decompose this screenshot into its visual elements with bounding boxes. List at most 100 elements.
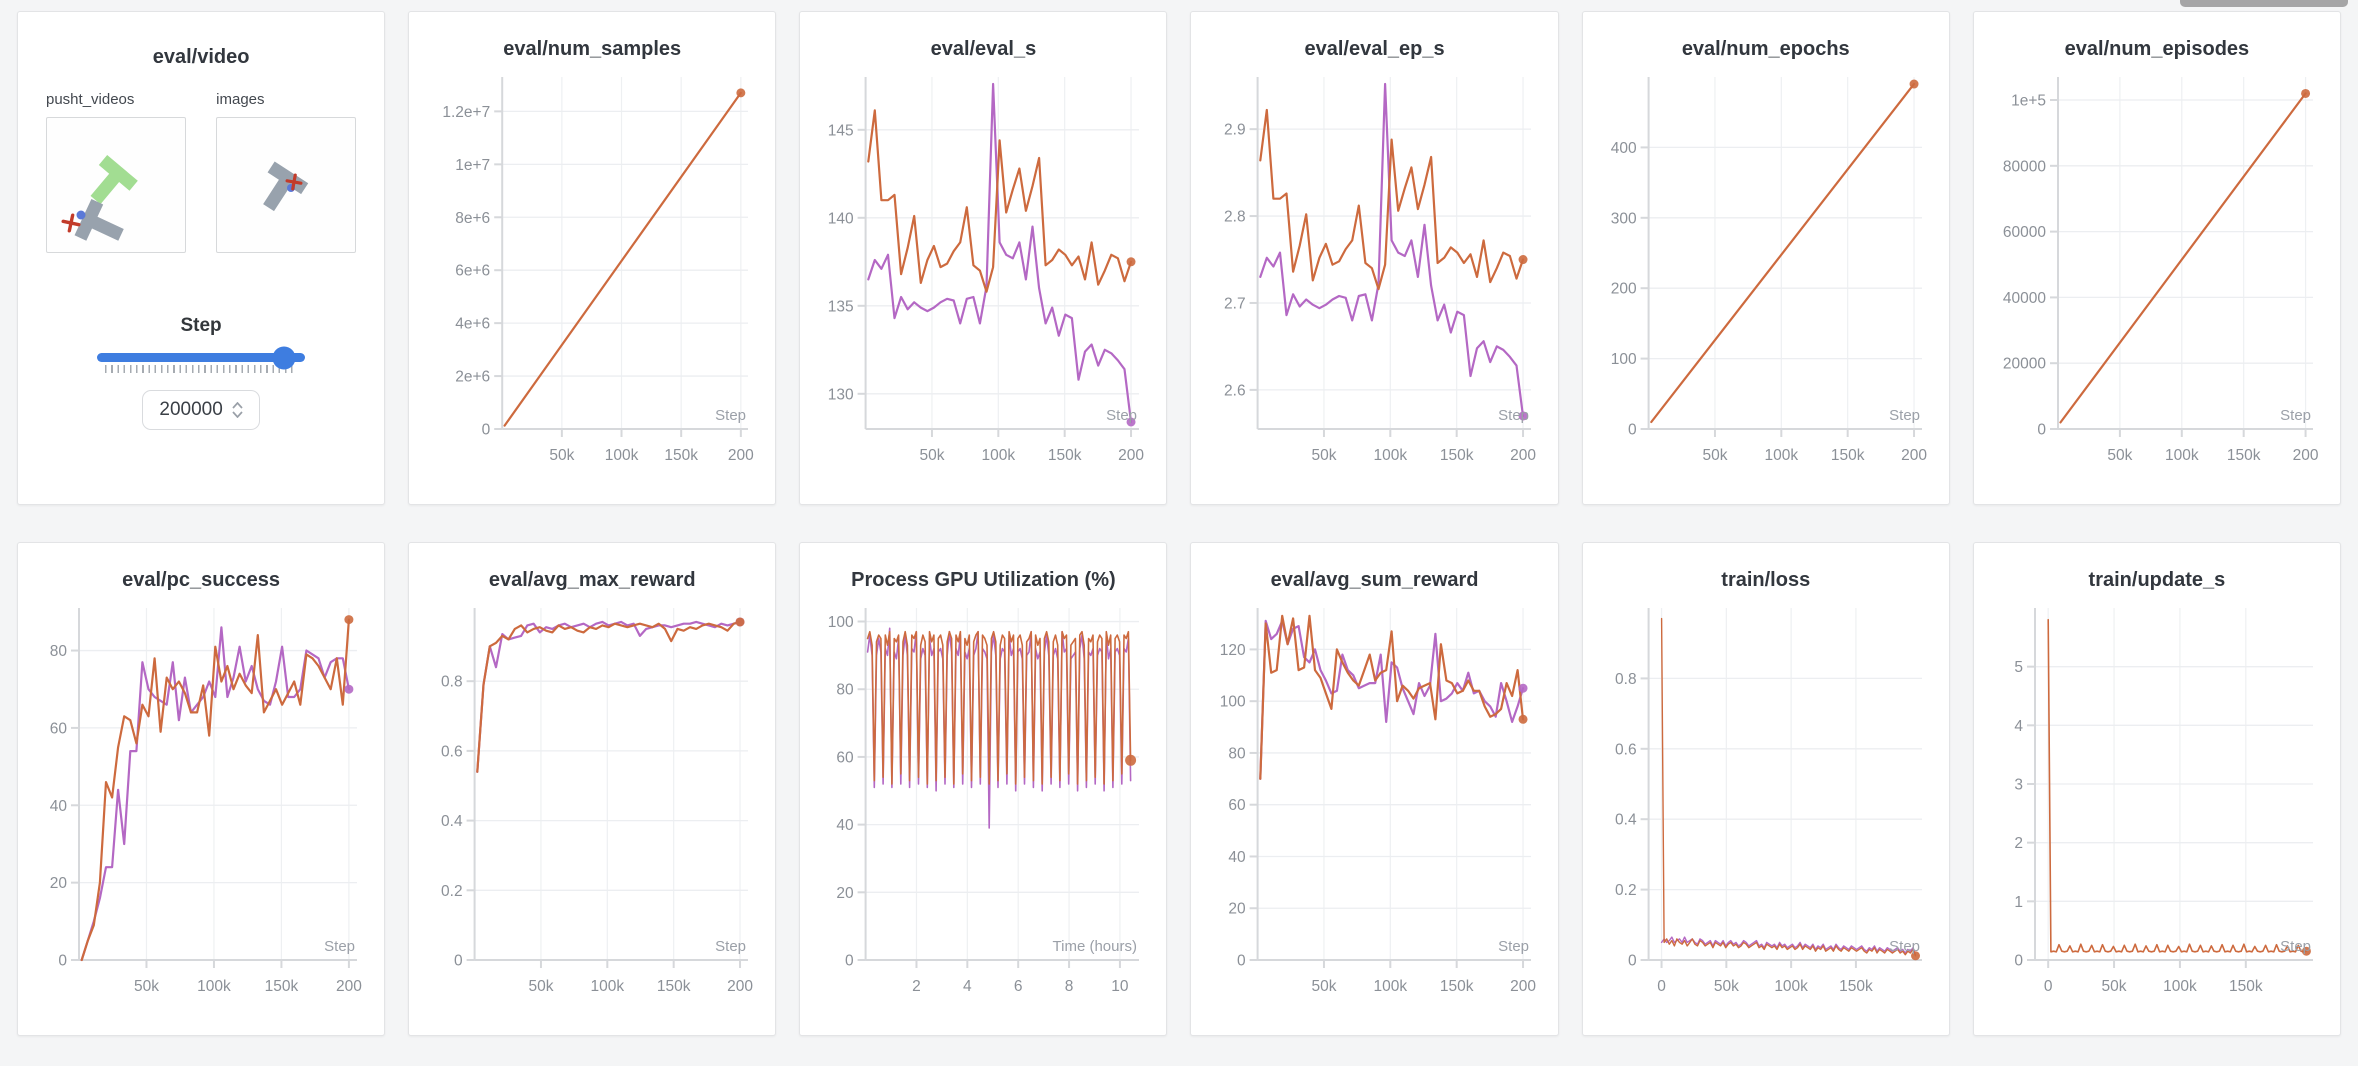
svg-text:50k: 50k <box>134 978 159 995</box>
chart-canvas-eval-eval-ep-s[interactable]: 2.6 2.7 2.8 2.9 50k 100k 150k 200 Step <box>1203 65 1547 479</box>
goal-cross-icon <box>61 213 81 233</box>
svg-text:200: 200 <box>1610 281 1636 298</box>
svg-text:135: 135 <box>828 298 854 315</box>
svg-text:120: 120 <box>1219 642 1245 659</box>
svg-text:0: 0 <box>482 422 491 439</box>
svg-text:0.4: 0.4 <box>441 813 463 830</box>
svg-text:0: 0 <box>2037 422 2046 439</box>
svg-text:1e+7: 1e+7 <box>456 157 491 174</box>
video-thumbnail-pusht-videos[interactable] <box>46 117 186 253</box>
step-value-input[interactable]: 200000 <box>142 390 261 430</box>
svg-text:200: 200 <box>728 447 754 464</box>
svg-text:140: 140 <box>828 210 854 227</box>
svg-text:200: 200 <box>2293 447 2319 464</box>
svg-text:50k: 50k <box>529 978 554 995</box>
svg-text:0.6: 0.6 <box>441 743 463 760</box>
chart-canvas-process-gpu-utilization[interactable]: 0 20 40 60 80 100 2 4 6 8 10 Time (hours) <box>811 596 1155 1010</box>
svg-text:150k: 150k <box>2227 447 2261 464</box>
chart-title: eval/eval_ep_s <box>1304 38 1445 60</box>
svg-text:200: 200 <box>1510 447 1536 464</box>
svg-text:60: 60 <box>1228 797 1246 814</box>
svg-text:50k: 50k <box>1714 978 1739 995</box>
svg-text:10: 10 <box>1112 978 1130 995</box>
svg-text:Step: Step <box>715 938 746 955</box>
svg-text:100: 100 <box>828 614 854 631</box>
chart-canvas-train-update-s[interactable]: 0 1 2 3 4 5 0 50k 100k 150k Step <box>1985 596 2329 1010</box>
video-thumbnail-images[interactable] <box>216 117 357 253</box>
svg-text:100k: 100k <box>1764 447 1798 464</box>
video-thumbnails: pusht_videos images <box>18 91 384 253</box>
svg-text:6e+6: 6e+6 <box>456 263 491 280</box>
svg-text:80: 80 <box>837 682 855 699</box>
svg-text:Step: Step <box>2280 407 2311 424</box>
svg-text:150k: 150k <box>1839 978 1873 995</box>
svg-text:20: 20 <box>837 885 855 902</box>
scrollbar-horizontal[interactable] <box>2180 0 2348 7</box>
svg-text:Step: Step <box>1498 938 1529 955</box>
panel-train-loss: train/loss 0 0.2 0.4 0.6 0.8 0 50k 100k 150k Step <box>1581 542 1950 1036</box>
video-label-pusht-videos: pusht_videos <box>46 91 135 108</box>
svg-text:60000: 60000 <box>2003 224 2046 241</box>
svg-text:2.7: 2.7 <box>1224 295 1246 312</box>
svg-text:100k: 100k <box>605 447 639 464</box>
svg-text:200: 200 <box>1510 978 1536 995</box>
chart-canvas-eval-num-epochs[interactable]: 0 100 200 300 400 50k 100k 150k 200 Step <box>1594 65 1938 479</box>
svg-text:2.9: 2.9 <box>1224 122 1246 139</box>
svg-text:Time (hours): Time (hours) <box>1053 938 1137 955</box>
svg-text:50k: 50k <box>2107 447 2132 464</box>
panel-eval-num-episodes: eval/num_episodes 0 20000 40000 60000 80000 1… <box>1972 11 2341 505</box>
chart-canvas-eval-avg-max-reward[interactable]: 0 0.2 0.4 0.6 0.8 50k 100k 150k 200 Step <box>420 596 764 1010</box>
step-slider[interactable] <box>18 346 384 373</box>
svg-text:Step: Step <box>1107 407 1138 424</box>
svg-text:6: 6 <box>1014 978 1023 995</box>
svg-text:100k: 100k <box>2163 978 2197 995</box>
svg-text:150k: 150k <box>665 447 699 464</box>
svg-text:Step: Step <box>1889 407 1920 424</box>
svg-text:50k: 50k <box>920 447 945 464</box>
svg-text:2.6: 2.6 <box>1224 382 1246 399</box>
svg-text:0.6: 0.6 <box>1615 741 1637 758</box>
chart-canvas-train-loss[interactable]: 0 0.2 0.4 0.6 0.8 0 50k 100k 150k Step <box>1594 596 1938 1010</box>
slider-track[interactable] <box>97 346 306 369</box>
svg-text:4: 4 <box>963 978 972 995</box>
chart-title: eval/num_samples <box>503 38 682 60</box>
svg-text:Step: Step <box>1498 407 1529 424</box>
pusht-scene-image <box>61 155 138 241</box>
pusht-block-t-shape <box>263 161 309 212</box>
svg-text:5: 5 <box>2014 659 2023 676</box>
chart-title: Process GPU Utilization (%) <box>851 569 1116 591</box>
chevron-down-icon[interactable] <box>232 411 243 418</box>
svg-text:200: 200 <box>1901 447 1927 464</box>
svg-text:200: 200 <box>336 978 362 995</box>
svg-text:0.8: 0.8 <box>441 674 463 691</box>
step-value: 200000 <box>159 399 223 420</box>
slider-thumb[interactable] <box>272 346 296 369</box>
panel-process-gpu-utilization: Process GPU Utilization (%) 0 20 40 60 80 100… <box>799 542 1168 1036</box>
svg-text:2: 2 <box>2014 835 2023 852</box>
svg-text:200: 200 <box>727 978 753 995</box>
chart-canvas-eval-pc-success[interactable]: 0 20 40 60 80 50k 100k 150k 200 Step <box>29 596 373 1010</box>
chart-canvas-eval-num-episodes[interactable]: 0 20000 40000 60000 80000 1e+5 50k 100k 150k 200 S… <box>1985 65 2329 479</box>
chart-canvas-eval-eval-s[interactable]: 130 135 140 145 50k 100k 150k 200 Step <box>811 65 1155 479</box>
stepper-buttons[interactable] <box>232 402 243 418</box>
svg-text:4: 4 <box>2014 718 2023 735</box>
chevron-up-icon[interactable] <box>232 402 243 409</box>
chart-canvas-eval-num-samples[interactable]: 0 2e+6 4e+6 6e+6 8e+6 1e+7 1.2e+7 50k 100k 150k 20… <box>420 65 764 479</box>
chart-canvas-eval-avg-sum-reward[interactable]: 0 20 40 60 80 100 120 50k 100k 150k 200 Step <box>1203 596 1547 1010</box>
svg-text:0.2: 0.2 <box>1615 882 1637 899</box>
svg-text:50k: 50k <box>550 447 575 464</box>
svg-text:200: 200 <box>1119 447 1145 464</box>
svg-text:0.4: 0.4 <box>1615 812 1637 829</box>
panel-title: eval/video <box>152 46 250 68</box>
goal-cross-icon <box>285 173 303 191</box>
panel-eval-avg-sum-reward: eval/avg_sum_reward 0 20 40 60 80 100 120 50k 10… <box>1190 542 1559 1036</box>
svg-text:0: 0 <box>2014 953 2023 970</box>
svg-text:50k: 50k <box>1311 978 1336 995</box>
panel-eval-pc-success: eval/pc_success 0 20 40 60 80 50k 100k 150k 200 S… <box>17 542 386 1036</box>
svg-text:20: 20 <box>1228 901 1246 918</box>
svg-text:40: 40 <box>1228 849 1246 866</box>
svg-text:40: 40 <box>837 817 855 834</box>
svg-text:80: 80 <box>1228 745 1246 762</box>
step-slider-label: Step <box>180 315 222 336</box>
svg-text:150k: 150k <box>265 978 299 995</box>
